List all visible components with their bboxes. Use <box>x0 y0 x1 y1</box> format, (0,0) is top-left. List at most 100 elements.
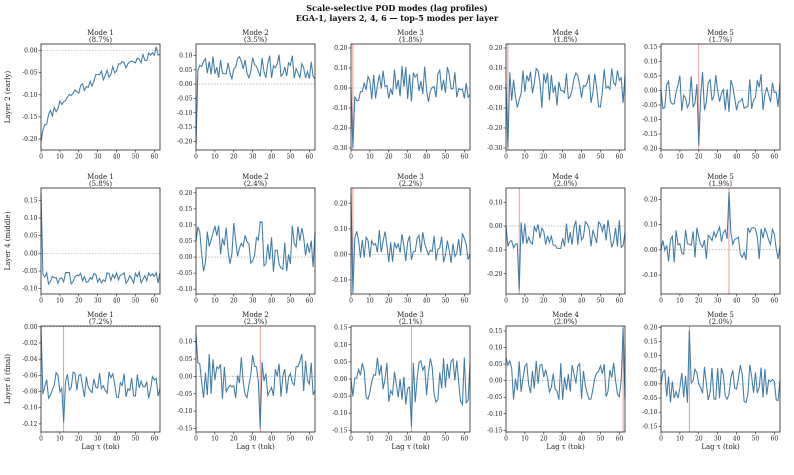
y-tick-label: 0.05 <box>644 73 658 80</box>
y-tick-label: 0.00 <box>179 81 193 88</box>
x-tick-label: 0 <box>504 154 508 161</box>
x-tick-label: 20 <box>75 154 83 161</box>
y-tick-label: -0.15 <box>642 131 658 138</box>
x-tick-label: 30 <box>714 298 722 305</box>
x-tick-label: 60 <box>616 436 624 443</box>
x-tick-label: 40 <box>423 298 431 305</box>
x-tick-label: 20 <box>695 436 703 443</box>
x-tick-label: 0 <box>349 436 353 443</box>
y-tick-label: 0.05 <box>644 367 658 374</box>
panel-subtitle: (2.2%) <box>399 180 423 188</box>
y-tick-label: 0.05 <box>489 361 503 368</box>
mode-series-line <box>350 357 471 427</box>
x-tick-label: 50 <box>442 154 450 161</box>
panel-title: Mode 3 <box>397 173 424 181</box>
x-axis-label: Lag τ (tok) <box>546 443 585 451</box>
panel-title: Mode 3 <box>397 311 424 319</box>
panel: Mode 4(2.0%) 0 10 20 30 40 50 60 -0.20 -0.10 0.00 0… <box>487 173 626 305</box>
x-tick-label: 40 <box>423 154 431 161</box>
panel-title: Mode 2 <box>242 311 269 319</box>
y-tick-label: 0.00 <box>334 376 348 383</box>
x-tick-label: 10 <box>676 436 684 443</box>
mode-series-line <box>195 54 316 145</box>
x-tick-label: 0 <box>659 154 663 161</box>
x-tick-label: 10 <box>521 298 529 305</box>
x-tick-label: 10 <box>366 154 374 161</box>
y-tick-label: -0.20 <box>487 125 503 132</box>
x-tick-label: 0 <box>504 298 508 305</box>
y-tick-label: 0.10 <box>644 222 658 229</box>
y-tick-label: -0.20 <box>642 146 658 153</box>
x-tick-label: 60 <box>151 298 159 305</box>
x-tick-label: 60 <box>771 298 779 305</box>
x-tick-label: 20 <box>230 154 238 161</box>
x-tick-label: 30 <box>249 436 257 443</box>
x-tick-label: 60 <box>306 154 314 161</box>
panel-subtitle: (2.4%) <box>244 180 268 188</box>
x-tick-label: 50 <box>287 298 295 305</box>
panel-subtitle: (2.3%) <box>244 318 268 326</box>
y-tick-label: -0.15 <box>487 427 503 434</box>
mode-series-line <box>195 221 316 272</box>
panel-frame <box>40 187 161 295</box>
y-tick-label: 0.10 <box>334 342 348 349</box>
panel: Mode 1(8.7%) 0 10 20 30 40 50 60 -0.20 -0.15 -0.10… <box>22 29 161 161</box>
x-tick-label: 50 <box>132 298 140 305</box>
x-tick-label: 50 <box>442 298 450 305</box>
panel-title: Mode 5 <box>707 311 734 319</box>
y-tick-label: 0.00 <box>489 85 503 92</box>
y-tick-label: 0.00 <box>179 254 193 261</box>
y-tick-label: 0.00 <box>334 251 348 258</box>
y-tick-label: -0.05 <box>177 95 193 102</box>
y-tick-label: -0.10 <box>22 286 38 293</box>
y-tick-label: -0.15 <box>177 426 193 433</box>
y-tick-label: 0.00 <box>24 250 38 257</box>
x-tick-label: 60 <box>616 154 624 161</box>
panel-subtitle: (8.7%) <box>89 36 113 44</box>
mode-series-line <box>40 46 161 142</box>
panel-subtitle: (1.8%) <box>554 36 578 44</box>
y-tick-label: 0.10 <box>489 199 503 206</box>
x-tick-label: 10 <box>521 436 529 443</box>
x-tick-label: 20 <box>230 298 238 305</box>
y-tick-label: 0.15 <box>644 44 658 51</box>
mode-series-line <box>350 66 471 149</box>
x-tick-label: 60 <box>151 436 159 443</box>
panel-frame <box>40 325 161 433</box>
mode-series-line <box>350 193 471 293</box>
x-tick-label: 0 <box>39 298 43 305</box>
y-tick-label: -0.20 <box>332 125 348 132</box>
panel-frame <box>350 43 471 151</box>
x-tick-label: 30 <box>94 154 102 161</box>
y-tick-label: 0.10 <box>489 345 503 352</box>
y-tick-label: -0.05 <box>642 395 658 402</box>
y-tick-label: 0.00 <box>334 85 348 92</box>
y-tick-label: 0.05 <box>334 359 348 366</box>
panel: Mode 3(2.1%) 0 10 20 30 40 50 60 -0.15 -0.10 -0.05… <box>332 311 471 451</box>
x-tick-label: 30 <box>559 436 567 443</box>
x-axis-label: Lag τ (tok) <box>391 443 430 451</box>
panel: Mode 5(2.0%) 0 10 20 30 40 50 60 -0.15 -0.10 -0.05… <box>642 311 781 451</box>
y-tick-label: 0.10 <box>489 65 503 72</box>
y-tick-label: -0.10 <box>177 110 193 117</box>
y-tick-label: 0.15 <box>334 325 348 332</box>
y-tick-label: -0.20 <box>177 138 193 145</box>
x-tick-label: 40 <box>268 436 276 443</box>
x-tick-label: 40 <box>733 154 741 161</box>
x-tick-label: 40 <box>113 298 121 305</box>
figure-title-line1: Scale-selective POD modes (lag profiles) <box>306 3 488 13</box>
y-tick-label: -0.04 <box>22 356 38 363</box>
x-tick-label: 40 <box>578 154 586 161</box>
mode-series-line <box>505 67 626 149</box>
x-tick-label: 60 <box>771 436 779 443</box>
panel-frame <box>40 43 161 151</box>
x-tick-label: 20 <box>540 298 548 305</box>
y-tick-label: 0.05 <box>179 238 193 245</box>
y-tick-label: 0.20 <box>334 200 348 207</box>
x-tick-label: 60 <box>306 436 314 443</box>
x-tick-label: 20 <box>540 436 548 443</box>
y-tick-label: 0.20 <box>489 45 503 52</box>
panel-title: Mode 4 <box>552 173 579 181</box>
x-tick-label: 0 <box>659 298 663 305</box>
